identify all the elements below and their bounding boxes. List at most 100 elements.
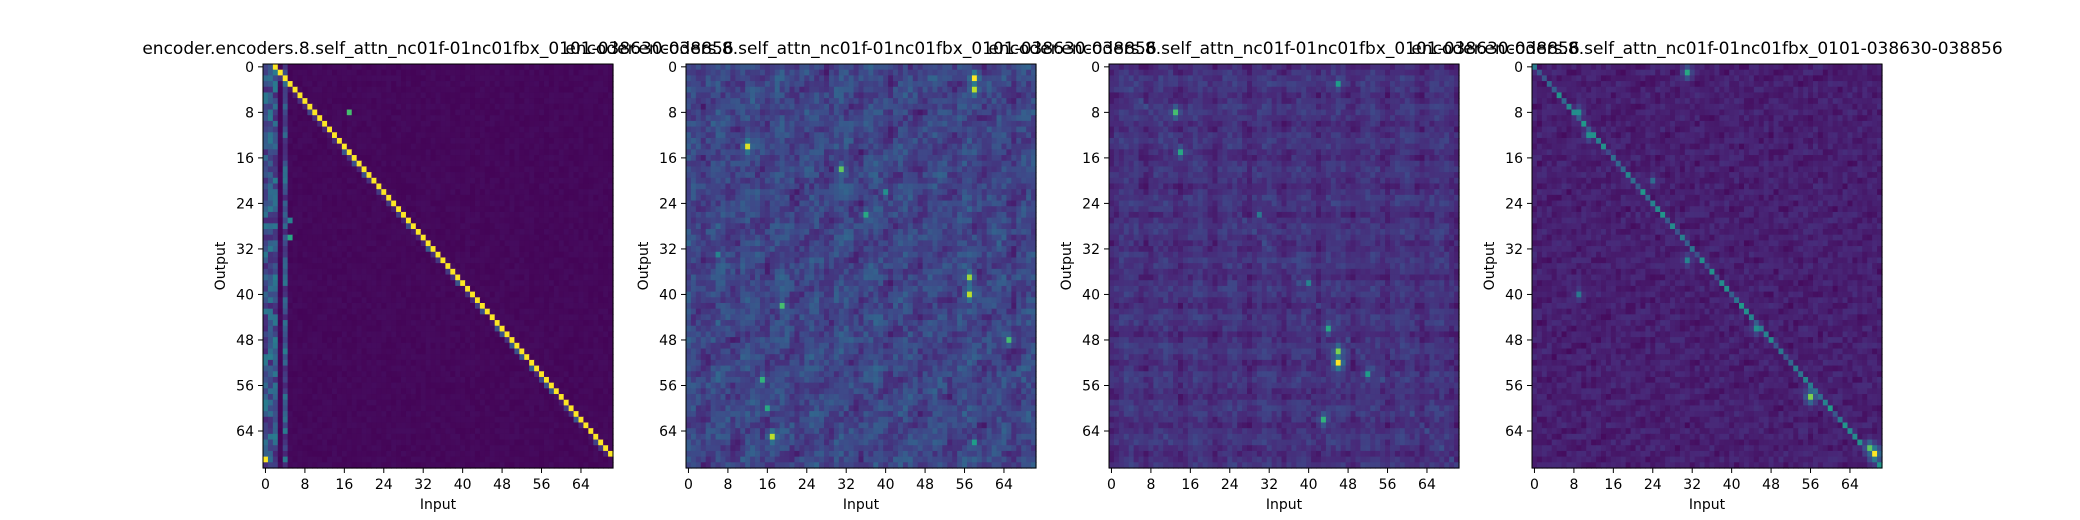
heatmap-cell	[430, 405, 437, 412]
heatmap-cell	[608, 405, 614, 412]
heatmap-cell	[588, 274, 594, 281]
heatmap-cell	[312, 149, 318, 156]
heatmap-cell	[470, 155, 476, 162]
heatmap-cell	[568, 223, 575, 230]
heatmap-cell	[484, 109, 491, 116]
heatmap-cell	[608, 217, 614, 224]
heatmap-cell	[346, 120, 353, 128]
heatmap-cell	[401, 115, 407, 122]
heatmap-cell	[312, 456, 318, 463]
heatmap-cell	[440, 194, 446, 202]
heatmap-cell	[539, 342, 545, 350]
heatmap-cell	[322, 411, 328, 418]
heatmap-cell	[529, 64, 535, 71]
heatmap-cell	[514, 75, 520, 82]
heatmap-cell	[292, 183, 299, 190]
heatmap-cell	[356, 155, 363, 162]
heatmap-cell	[430, 69, 437, 76]
heatmap-cell	[499, 189, 506, 196]
heatmap-cell	[317, 462, 323, 469]
heatmap-cell	[430, 263, 437, 270]
heatmap-cell	[489, 183, 496, 190]
heatmap-cell	[573, 416, 580, 424]
heatmap-cell	[277, 86, 284, 94]
heatmap-cell	[366, 132, 373, 139]
heatmap-cell	[524, 371, 530, 378]
heatmap-cell	[474, 160, 481, 168]
heatmap-cell	[292, 416, 299, 424]
heatmap-cell	[376, 246, 382, 253]
heatmap-cell	[346, 342, 353, 350]
heatmap-cell	[420, 160, 427, 168]
heatmap-cell	[494, 382, 501, 389]
heatmap-cell	[361, 439, 368, 446]
heatmap-cell	[351, 411, 358, 418]
heatmap-cell	[272, 376, 279, 384]
heatmap-cell	[553, 354, 560, 361]
heatmap-cell	[396, 189, 402, 196]
heatmap-cell	[578, 217, 585, 224]
heatmap-cell	[282, 64, 289, 71]
heatmap-cell	[425, 166, 432, 173]
heatmap-cell	[519, 126, 525, 133]
heatmap-cell	[376, 331, 382, 338]
heatmap-cell	[558, 211, 565, 219]
heatmap-cell	[558, 439, 565, 446]
heatmap-cell	[499, 120, 506, 128]
heatmap-cell	[509, 325, 516, 333]
heatmap-cell	[351, 348, 358, 355]
heatmap-cell	[529, 308, 535, 315]
heatmap-cell	[479, 143, 486, 150]
heatmap-cell	[371, 365, 377, 372]
heatmap-cell	[332, 69, 338, 76]
heatmap-cell	[277, 229, 284, 236]
heatmap-cell	[608, 120, 614, 128]
heatmap-cell	[272, 450, 279, 458]
heatmap-cell	[351, 439, 358, 446]
heatmap-cell	[563, 405, 570, 412]
heatmap-cell	[322, 200, 328, 207]
heatmap-cell	[336, 365, 343, 372]
heatmap-cell	[401, 302, 407, 310]
heatmap-cell	[386, 354, 392, 361]
heatmap-cell	[332, 399, 338, 407]
heatmap-cell	[371, 320, 377, 327]
heatmap-cell	[524, 103, 530, 111]
heatmap-cell	[292, 314, 299, 321]
heatmap-cell	[341, 376, 348, 384]
heatmap-cell	[539, 223, 545, 230]
heatmap-cell	[608, 109, 614, 116]
heatmap-cell	[494, 183, 501, 190]
heatmap-cell	[401, 359, 407, 367]
heatmap-cell	[440, 115, 446, 122]
heatmap-cell	[430, 64, 437, 71]
heatmap-cell	[263, 297, 269, 304]
heatmap-cell	[341, 103, 348, 111]
heatmap-cell	[287, 166, 294, 173]
heatmap-cell	[292, 132, 299, 139]
heatmap-cell	[391, 109, 397, 116]
heatmap-cell	[346, 416, 353, 424]
heatmap-cell	[381, 64, 387, 71]
heatmap-cell	[593, 314, 599, 321]
heatmap-cell	[410, 359, 417, 367]
heatmap-cell	[588, 257, 594, 264]
heatmap-cell	[558, 297, 565, 304]
heatmap-cell	[282, 348, 289, 355]
heatmap-cell	[499, 320, 506, 327]
heatmap-cell	[603, 75, 609, 82]
heatmap-cell	[312, 394, 318, 401]
heatmap-cell	[578, 394, 585, 401]
heatmap-cell	[529, 365, 535, 372]
heatmap-cell	[445, 445, 451, 452]
heatmap-cell	[514, 325, 520, 333]
heatmap-cell	[410, 115, 417, 122]
heatmap-cell	[440, 234, 446, 241]
heatmap-cell	[430, 371, 437, 378]
heatmap-cell	[568, 388, 575, 395]
heatmap-cell	[267, 320, 274, 327]
heatmap-cell	[332, 234, 338, 241]
heatmap-cell	[558, 263, 565, 270]
heatmap-cell	[415, 172, 422, 179]
heatmap-cell	[322, 325, 328, 333]
